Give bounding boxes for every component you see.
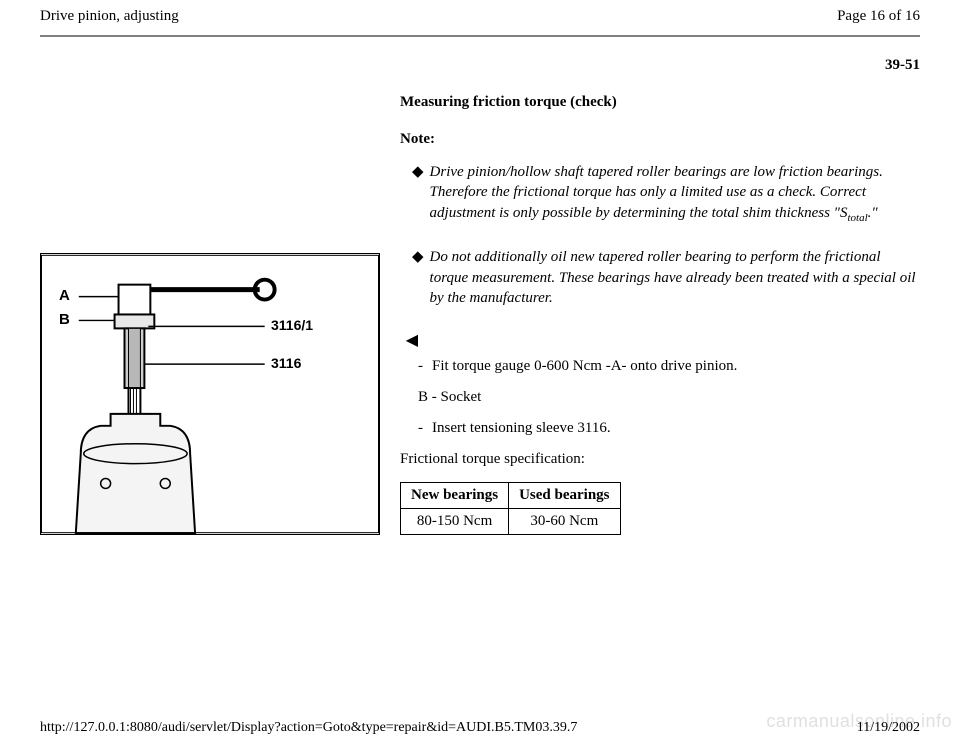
dash-icon: -: [418, 420, 432, 437]
footer-url: http://127.0.0.1:8080/audi/servlet/Displ…: [40, 720, 577, 736]
note-item-1: ◆ Drive pinion/hollow shaft tapered roll…: [400, 162, 920, 225]
note-item-2: ◆ Do not additionally oil new tapered ro…: [400, 247, 920, 308]
step-1: - Fit torque gauge 0-600 Ncm -A- onto dr…: [400, 358, 920, 375]
step-2: - Insert tensioning sleeve 3116.: [400, 420, 920, 437]
pointer-row: ◀: [400, 330, 920, 350]
step-1-text: Fit torque gauge 0-600 Ncm -A- onto driv…: [432, 358, 737, 375]
spec-label: Frictional torque specification:: [400, 451, 920, 468]
footer: http://127.0.0.1:8080/audi/servlet/Displ…: [40, 720, 920, 736]
bullet-icon: ◆: [412, 247, 424, 308]
col-new: New bearings: [401, 483, 509, 509]
figure-label-a: A: [59, 287, 70, 304]
figure-svg: [41, 254, 379, 534]
figure-callout-2: 3116: [271, 355, 301, 371]
cell-new: 80-150 Ncm: [401, 509, 509, 535]
bullet-icon: ◆: [412, 162, 424, 225]
header-title: Drive pinion, adjusting: [40, 8, 179, 25]
technical-figure: A B 3116/1 3116: [40, 253, 380, 535]
table-row: 80-150 Ncm 30-60 Ncm: [401, 509, 621, 535]
b-line: B - Socket: [400, 389, 920, 406]
figure-callout-1: 3116/1: [271, 317, 313, 333]
table-header-row: New bearings Used bearings: [401, 483, 621, 509]
section-heading: Measuring friction torque (check): [400, 94, 920, 111]
dash-icon: -: [418, 358, 432, 375]
figure-label-b: B: [59, 311, 70, 328]
col-used: Used bearings: [509, 483, 620, 509]
page-number: 39-51: [40, 57, 920, 74]
step-2-text: Insert tensioning sleeve 3116.: [432, 420, 611, 437]
header-row: Drive pinion, adjusting Page 16 of 16: [40, 8, 920, 25]
header-page-indicator: Page 16 of 16: [837, 8, 920, 25]
note-text-2: Do not additionally oil new tapered roll…: [430, 247, 920, 308]
note-text-1: Drive pinion/hollow shaft tapered roller…: [430, 162, 920, 225]
note-label: Note:: [400, 131, 920, 148]
cell-used: 30-60 Ncm: [509, 509, 620, 535]
pointer-left-icon: ◀: [400, 330, 424, 350]
footer-date: 11/19/2002: [857, 720, 920, 736]
top-rule: [40, 35, 920, 37]
spec-table: New bearings Used bearings 80-150 Ncm 30…: [400, 482, 621, 535]
